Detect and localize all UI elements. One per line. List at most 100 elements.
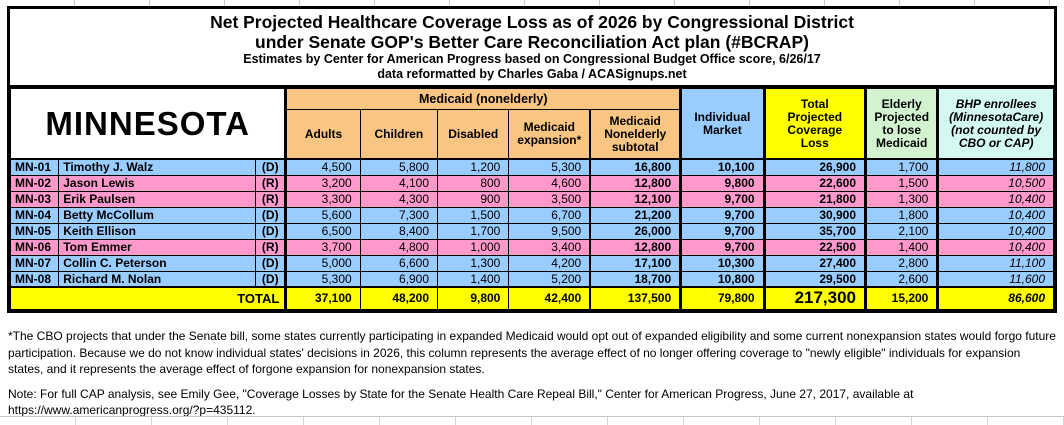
expansion-cell: 5,300 bbox=[508, 158, 591, 176]
children-cell: 4,100 bbox=[359, 174, 439, 192]
table-row-mn02: MN-02 Jason Lewis (R) 3,200 4,100 800 4,… bbox=[9, 174, 1054, 192]
district-cell: MN-04 bbox=[9, 206, 60, 224]
rep-name-cell: Keith Ellison bbox=[58, 222, 257, 240]
total-loss-cell: 35,700 bbox=[763, 222, 868, 240]
party-cell: (R) bbox=[255, 174, 288, 192]
total-disabled: 9,800 bbox=[437, 286, 510, 310]
table-row-mn07: MN-07 Collin C. Peterson (D) 5,000 6,600… bbox=[9, 254, 1054, 272]
children-cell: 6,900 bbox=[359, 270, 439, 288]
expansion-cell: 9,500 bbox=[508, 222, 591, 240]
total-loss-cell: 22,500 bbox=[763, 238, 868, 256]
rep-name-cell: Collin C. Peterson bbox=[58, 254, 257, 272]
bhp-cell: 11,800 bbox=[937, 158, 1054, 176]
total-loss-header: Total Projected Coverage Loss bbox=[763, 88, 868, 160]
title-line-2: under Senate GOP's Better Care Reconcili… bbox=[255, 32, 809, 52]
cbo-footnote: *The CBO projects that under the Senate … bbox=[8, 329, 1056, 376]
source-note: Note: For full CAP analysis, see Emily G… bbox=[8, 386, 1056, 419]
children-cell: 8,400 bbox=[359, 222, 439, 240]
disabled-cell: 1,700 bbox=[437, 222, 510, 240]
expansion-cell: 3,500 bbox=[508, 190, 591, 208]
elderly-cell: 1,500 bbox=[865, 174, 940, 192]
party-cell: (D) bbox=[255, 270, 288, 288]
party-cell: (D) bbox=[255, 158, 288, 176]
table-row-total: TOTAL 37,100 48,200 9,800 42,400 137,500… bbox=[9, 286, 1054, 310]
elderly-cell: 1,700 bbox=[865, 158, 940, 176]
subtotal-cell: 21,200 bbox=[589, 206, 683, 224]
rep-name-cell: Erik Paulsen bbox=[58, 190, 257, 208]
expansion-cell: 4,200 bbox=[508, 254, 591, 272]
medicaid-group-header: Medicaid (nonelderly) bbox=[285, 88, 683, 110]
title-block: Net Projected Healthcare Coverage Loss a… bbox=[10, 9, 1054, 88]
bhp-cell: 11,600 bbox=[937, 270, 1054, 288]
disabled-cell: 800 bbox=[437, 174, 510, 192]
bhp-cell: 10,400 bbox=[937, 238, 1054, 256]
subtotal-cell: 12,800 bbox=[589, 174, 683, 192]
adults-cell: 5,000 bbox=[285, 254, 361, 272]
bhp-cell: 10,500 bbox=[937, 174, 1054, 192]
district-cell: MN-01 bbox=[9, 158, 60, 176]
total-loss-cell: 30,900 bbox=[763, 206, 868, 224]
grand-total-coverage-loss: 217,300 bbox=[763, 286, 868, 310]
coverage-loss-table: MINNESOTA Medicaid (nonelderly) Individu… bbox=[9, 88, 1054, 310]
disabled-cell: 1,000 bbox=[437, 238, 510, 256]
rep-name-cell: Tom Emmer bbox=[58, 238, 257, 256]
individual-market-header: Individual Market bbox=[680, 88, 766, 160]
elderly-cell: 2,100 bbox=[865, 222, 940, 240]
adults-cell: 5,600 bbox=[285, 206, 361, 224]
adults-cell: 5,300 bbox=[285, 270, 361, 288]
total-bhp: 86,600 bbox=[937, 286, 1054, 310]
bhp-cell: 10,400 bbox=[937, 222, 1054, 240]
total-subtotal: 137,500 bbox=[589, 286, 683, 310]
adults-cell: 3,300 bbox=[285, 190, 361, 208]
rep-name-cell: Timothy J. Walz bbox=[58, 158, 257, 176]
adults-header: Adults bbox=[285, 109, 361, 160]
individual-market-cell: 9,700 bbox=[680, 190, 766, 208]
district-cell: MN-05 bbox=[9, 222, 60, 240]
adults-cell: 6,500 bbox=[285, 222, 361, 240]
state-name-cell: MINNESOTA bbox=[9, 88, 288, 160]
party-cell: (D) bbox=[255, 254, 288, 272]
bhp-cell: 10,400 bbox=[937, 190, 1054, 208]
elderly-cell: 1,300 bbox=[865, 190, 940, 208]
expansion-cell: 4,600 bbox=[508, 174, 591, 192]
elderly-cell: 2,600 bbox=[865, 270, 940, 288]
district-cell: MN-08 bbox=[9, 270, 60, 288]
individual-market-cell: 9,700 bbox=[680, 206, 766, 224]
adults-cell: 4,500 bbox=[285, 158, 361, 176]
subtotal-cell: 12,100 bbox=[589, 190, 683, 208]
elderly-cell: 1,400 bbox=[865, 238, 940, 256]
medicaid-subtotal-header: Medicaid Nonelderly subtotal bbox=[589, 109, 683, 160]
children-header: Children bbox=[359, 109, 439, 160]
subtotal-cell: 16,800 bbox=[589, 158, 683, 176]
children-cell: 5,800 bbox=[359, 158, 439, 176]
party-cell: (D) bbox=[255, 222, 288, 240]
children-cell: 6,600 bbox=[359, 254, 439, 272]
party-cell: (R) bbox=[255, 190, 288, 208]
spreadsheet-gridlines-bottom bbox=[0, 416, 1064, 425]
table-row-mn04: MN-04 Betty McCollum (D) 5,600 7,300 1,5… bbox=[9, 206, 1054, 224]
total-loss-cell: 27,400 bbox=[763, 254, 868, 272]
title-line-1: Net Projected Healthcare Coverage Loss a… bbox=[210, 12, 854, 32]
total-individual-market: 79,800 bbox=[680, 286, 766, 310]
elderly-header: Elderly Projected to lose Medicaid bbox=[865, 88, 940, 160]
table-row-mn08: MN-08 Richard M. Nolan (D) 5,300 6,900 1… bbox=[9, 270, 1054, 288]
party-cell: (R) bbox=[255, 238, 288, 256]
subtitle-line-1: Estimates by Center for American Progres… bbox=[243, 52, 821, 66]
total-expansion: 42,400 bbox=[508, 286, 591, 310]
bhp-cell: 10,400 bbox=[937, 206, 1054, 224]
subtitle-line-2: data reformatted by Charles Gaba / ACASi… bbox=[377, 67, 687, 81]
rep-name-cell: Jason Lewis bbox=[58, 174, 257, 192]
children-cell: 7,300 bbox=[359, 206, 439, 224]
individual-market-cell: 10,800 bbox=[680, 270, 766, 288]
spreadsheet-gridlines-top bbox=[0, 0, 1064, 6]
individual-market-cell: 10,100 bbox=[680, 158, 766, 176]
total-loss-cell: 29,500 bbox=[763, 270, 868, 288]
bhp-cell: 11,100 bbox=[937, 254, 1054, 272]
medicaid-expansion-header: Medicaid expansion* bbox=[508, 109, 591, 160]
total-children: 48,200 bbox=[359, 286, 439, 310]
adults-cell: 3,700 bbox=[285, 238, 361, 256]
coverage-loss-table-figure: Net Projected Healthcare Coverage Loss a… bbox=[7, 6, 1057, 313]
disabled-cell: 1,200 bbox=[437, 158, 510, 176]
disabled-cell: 1,300 bbox=[437, 254, 510, 272]
table-row-mn01: MN-01 Timothy J. Walz (D) 4,500 5,800 1,… bbox=[9, 158, 1054, 176]
